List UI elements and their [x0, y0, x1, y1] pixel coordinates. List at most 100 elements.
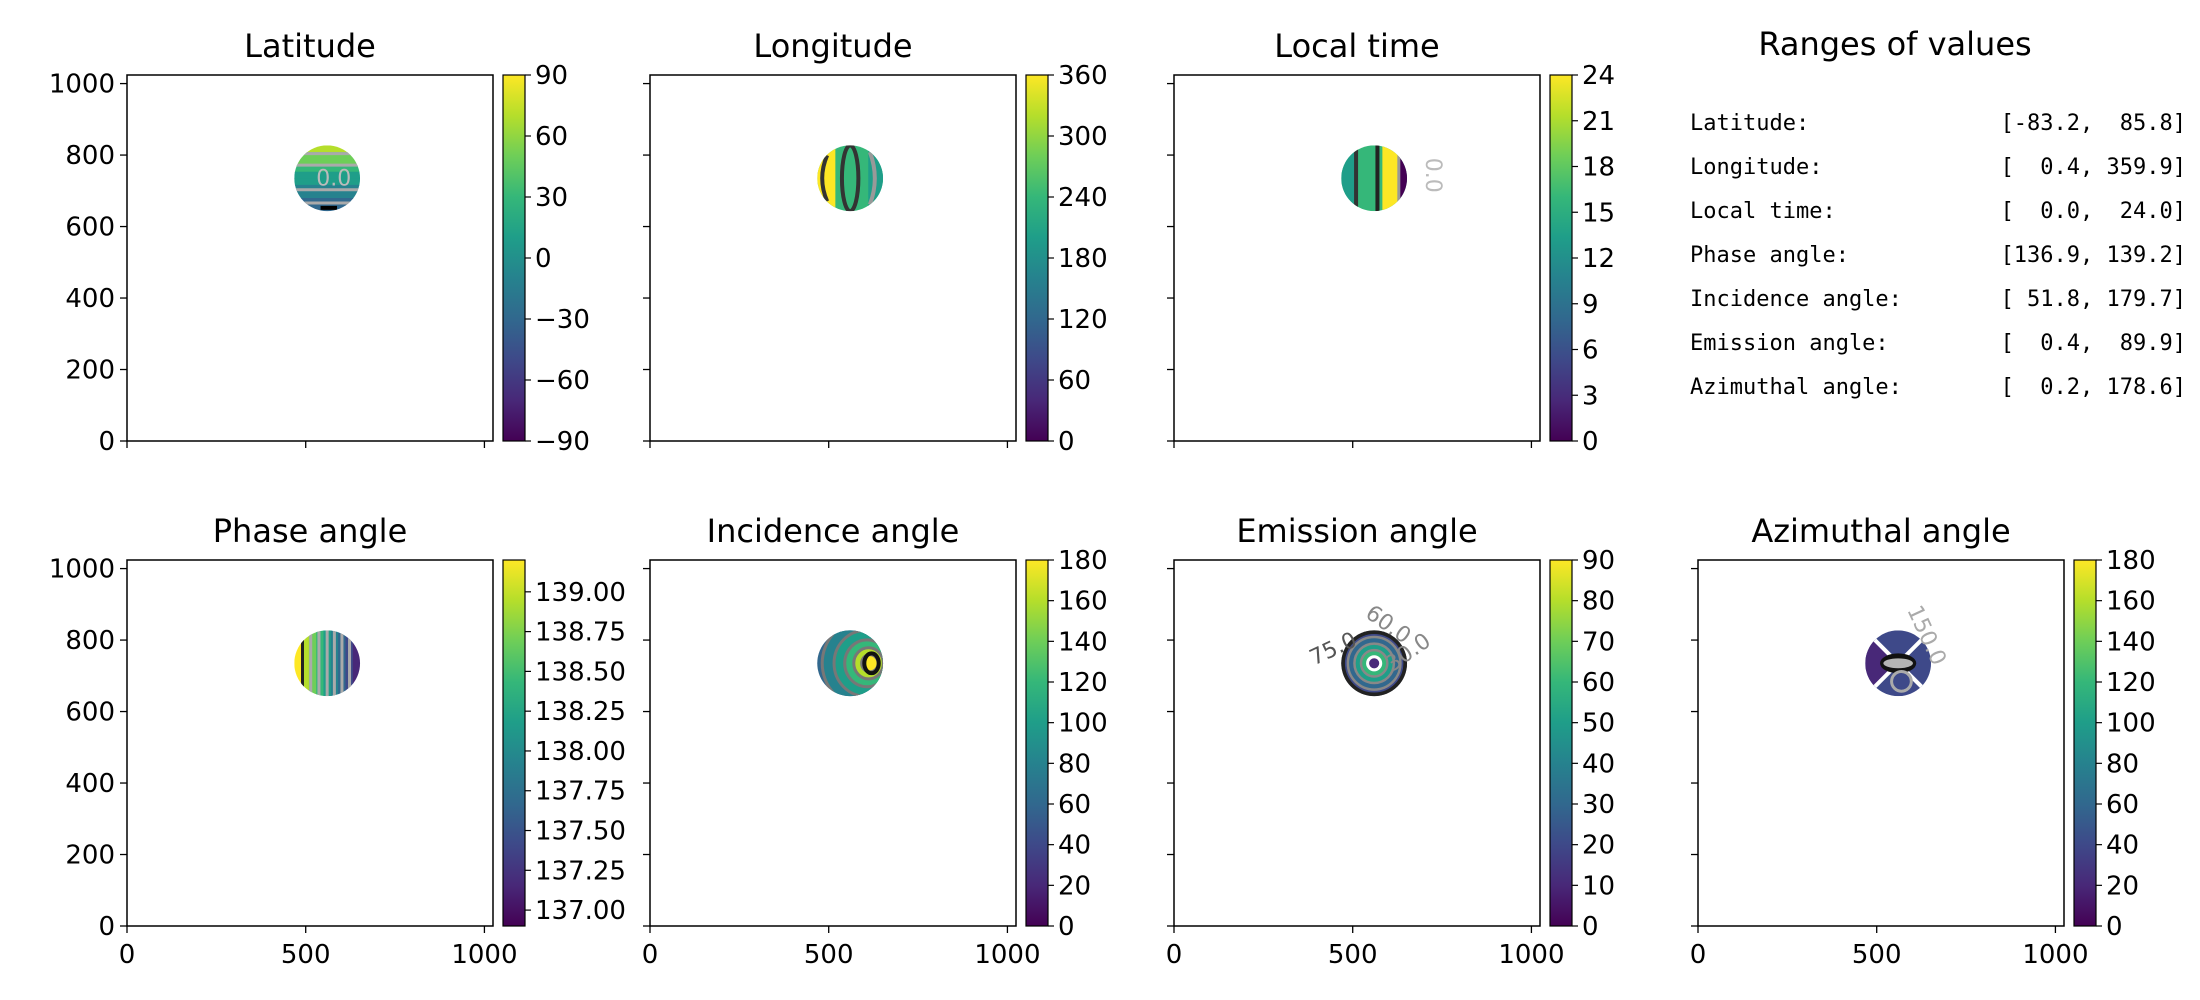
- colorbar-tick-label: 90: [535, 61, 568, 91]
- colorbar: [2074, 560, 2096, 926]
- colorbar-frame: [1025, 559, 1049, 927]
- y-tick-label: 600: [65, 698, 115, 728]
- colorbar-tick-label: 139.00: [535, 578, 626, 608]
- axes-frame: [1173, 74, 1541, 442]
- info-row-label: Phase angle:: [1690, 243, 1849, 268]
- colorbar-tick-label: 90: [1582, 546, 1615, 576]
- contour-line: [862, 651, 881, 676]
- panel-title: Emission angle: [1236, 512, 1477, 550]
- colorbar-tick-label: 180: [2106, 546, 2156, 576]
- colorbar-tick-label: 0: [1058, 912, 1075, 942]
- colorbar-tick-label: 40: [1582, 749, 1615, 779]
- colorbar-tick-label: −30: [535, 305, 590, 335]
- colorbar-tick-label: 21: [1582, 107, 1615, 137]
- x-tick-label: 0: [119, 940, 136, 970]
- info-row-label: Latitude:: [1690, 111, 1809, 136]
- colorbar-tick-label: 20: [2106, 871, 2139, 901]
- colorbar-tick-label: 160: [2106, 587, 2156, 617]
- x-tick-label: 0: [1166, 940, 1183, 970]
- disk-band: [294, 191, 361, 200]
- contour-label: 0.0: [316, 166, 351, 191]
- colorbar-tick-label: 0: [2106, 912, 2123, 942]
- disk-image: [817, 145, 884, 212]
- contour-label: 0.0: [1420, 158, 1445, 193]
- y-tick-label: 200: [65, 356, 115, 386]
- info-row-range: [ 0.2, 178.6]: [2001, 375, 2186, 400]
- colorbar-tick-label: 0: [535, 244, 552, 274]
- panel-title: Azimuthal angle: [1751, 512, 2010, 550]
- info-row-label: Local time:: [1690, 199, 1836, 224]
- panel-title: Phase angle: [213, 512, 408, 550]
- disk-band: [352, 630, 361, 697]
- info-row-range: [ 0.0, 24.0]: [2001, 199, 2186, 224]
- panel-phase-angle: Phase angle 0 200 400 600 800 1000 0 500 1000 139.…: [49, 512, 626, 970]
- colorbar-tick-label: 60: [1058, 790, 1091, 820]
- colorbar-tick-label: 120: [2106, 668, 2156, 698]
- panel-title: Latitude: [244, 27, 376, 65]
- axes-frame: [649, 74, 1017, 442]
- panel-title: Incidence angle: [707, 512, 960, 550]
- colorbar-tick-label: 40: [2106, 831, 2139, 861]
- disk-band: [817, 145, 836, 212]
- colorbar-tick-label: 30: [535, 183, 568, 213]
- colorbar-tick-label: 9: [1582, 290, 1599, 320]
- disk-band: [294, 165, 361, 173]
- colorbar-tick-label: 24: [1582, 61, 1615, 91]
- contour-line: [1341, 630, 1408, 697]
- x-tick-label: 1000: [451, 940, 517, 970]
- colorbar-tick-label: 40: [1058, 831, 1091, 861]
- panel-emission-angle: Emission angle 0 500 1000 90 80 70 60 50 40 30 20 10…: [1166, 512, 1615, 970]
- colorbar-tick-label: 137.50: [535, 817, 626, 847]
- colorbar-tick-label: 138.00: [535, 737, 626, 767]
- colorbar: [503, 560, 525, 926]
- colorbar-tick-label: 137.25: [535, 856, 626, 886]
- x-tick-label: 1000: [1498, 940, 1564, 970]
- colorbar-tick-label: 140: [2106, 627, 2156, 657]
- contour-line: [1890, 670, 1913, 693]
- colorbar: [1550, 560, 1572, 926]
- colorbar-tick-label: 60: [2106, 790, 2139, 820]
- colorbar-tick-label: 0: [1582, 912, 1599, 942]
- colorbar-tick-label: 6: [1582, 336, 1599, 366]
- disk-band: [294, 171, 361, 180]
- colorbar-tick-label: 160: [1058, 587, 1108, 617]
- disk-band: [294, 178, 361, 186]
- panel-longitude: Longitude 360 300 240 180 120 60 0: [643, 27, 1108, 457]
- panel-azimuthal-angle: Azimuthal angle 0 500 1000 180 160 140 120 100 80…: [1690, 512, 2156, 970]
- colorbar: [1550, 75, 1572, 441]
- x-tick-label: 0: [642, 940, 659, 970]
- colorbar-tick-label: 12: [1582, 244, 1615, 274]
- info-row-range: [-83.2, 85.8]: [2001, 111, 2186, 136]
- disk-image: [1341, 630, 1408, 697]
- colorbar-tick-label: 0: [1058, 427, 1075, 457]
- colorbar-tick-label: 80: [2106, 749, 2139, 779]
- info-row-range: [ 0.4, 359.9]: [2001, 155, 2186, 180]
- y-tick-label: 600: [65, 213, 115, 243]
- colorbar-tick-label: 100: [2106, 709, 2156, 739]
- disk-image: [1865, 630, 1932, 697]
- panel-latitude: Latitude 0.0 0 200 400 600 800 1000 90 60 30 0 −30 −6…: [49, 27, 590, 457]
- colorbar-tick-label: 15: [1582, 198, 1615, 228]
- axes-frame: [649, 559, 1017, 927]
- disk-image: [817, 630, 884, 697]
- panel-incidence-angle: Incidence angle 0 500 1000 180 160 140 120 100 80…: [642, 512, 1108, 970]
- y-tick-label: 1000: [49, 70, 115, 100]
- colorbar-tick-label: 240: [1058, 183, 1108, 213]
- contour-line: [1366, 655, 1383, 672]
- colorbar-tick-label: 60: [535, 122, 568, 152]
- y-tick-label: 400: [65, 769, 115, 799]
- x-tick-label: 1000: [2022, 940, 2088, 970]
- info-row-range: [ 0.4, 89.9]: [2001, 331, 2186, 356]
- colorbar-tick-label: 120: [1058, 668, 1108, 698]
- colorbar-tick-label: 80: [1582, 587, 1615, 617]
- colorbar-tick-label: 120: [1058, 305, 1108, 335]
- info-row-range: [136.9, 139.2]: [2001, 243, 2186, 268]
- x-tick-label: 500: [281, 940, 331, 970]
- colorbar-tick-label: 137.00: [535, 896, 626, 926]
- x-tick-label: 0: [1690, 940, 1707, 970]
- disk-band: [294, 151, 361, 160]
- y-tick-label: 200: [65, 841, 115, 871]
- axes-frame: [126, 74, 494, 442]
- colorbar-tick-label: 60: [1582, 668, 1615, 698]
- disk-band: [294, 145, 361, 153]
